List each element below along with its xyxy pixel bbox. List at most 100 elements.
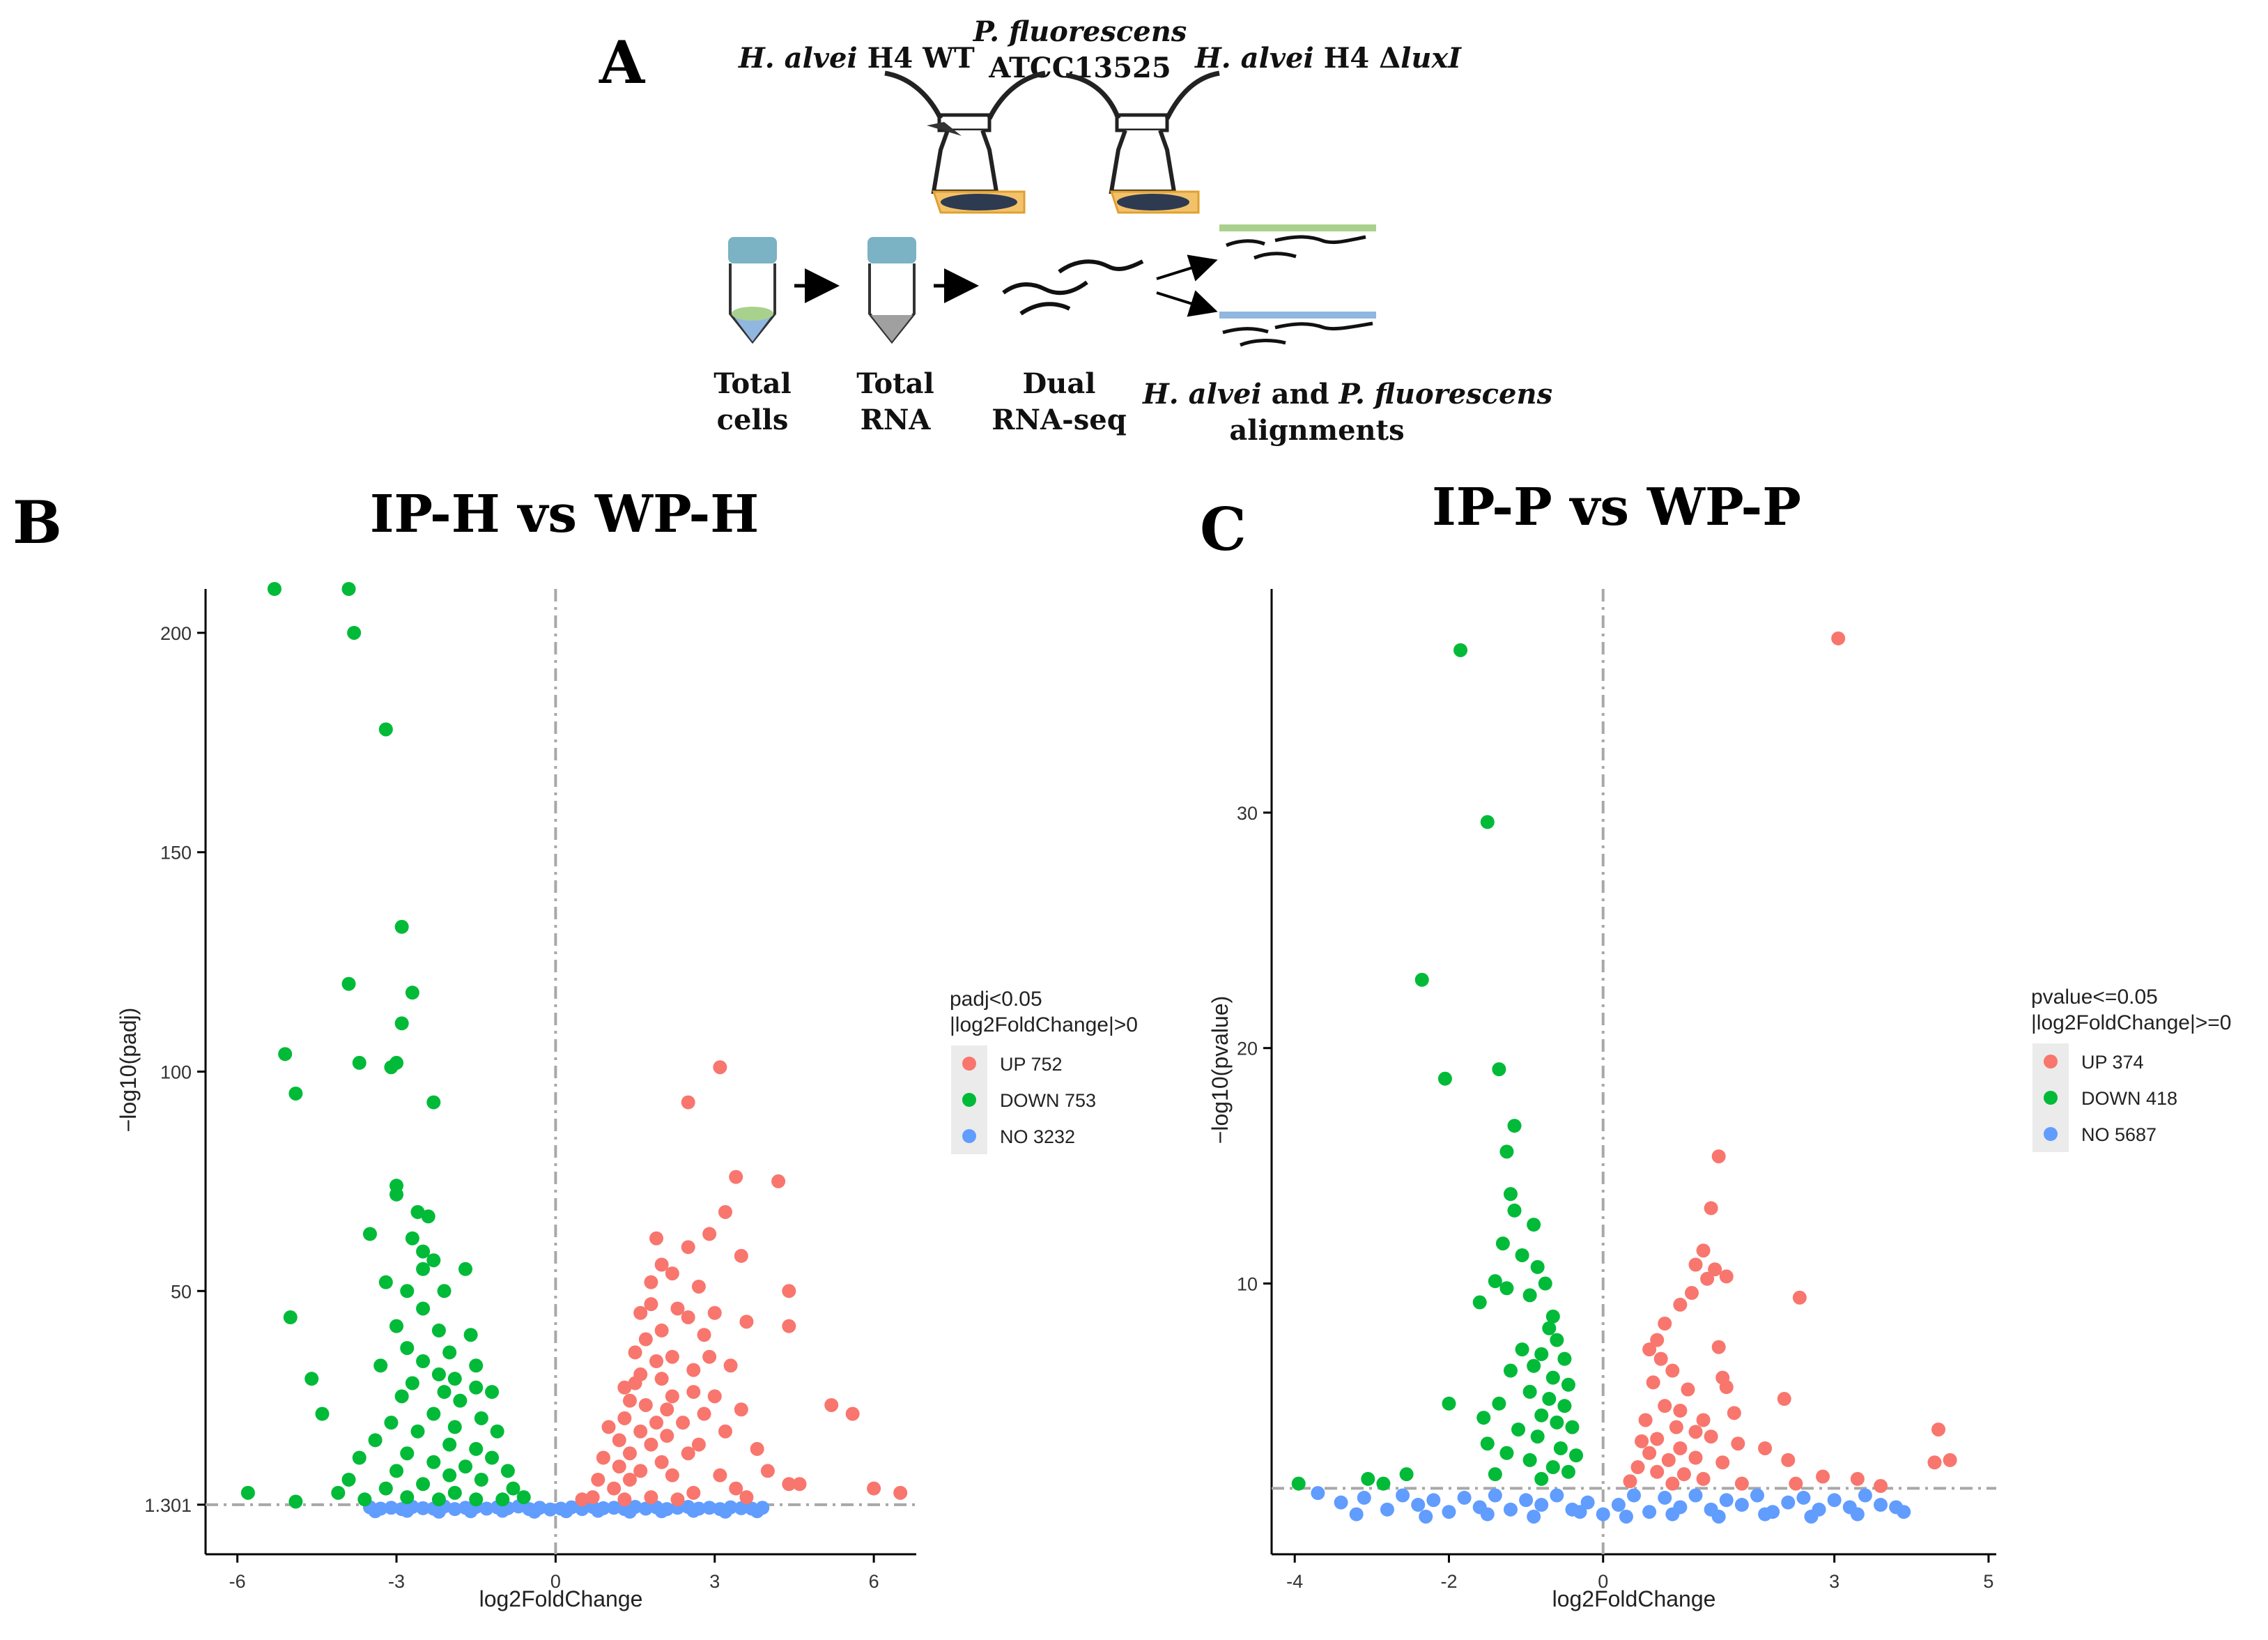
c-xtick-label: -4	[1286, 1571, 1303, 1592]
c-point-up	[1696, 1471, 1711, 1486]
b-point-up	[697, 1407, 711, 1421]
c-point-no	[1750, 1488, 1765, 1503]
b-point-up	[644, 1437, 658, 1452]
b-point-down	[416, 1354, 431, 1368]
c-point-down	[1488, 1467, 1502, 1482]
c-point-down	[1569, 1448, 1584, 1463]
b-point-up	[612, 1433, 626, 1448]
b-point-down	[400, 1490, 415, 1505]
b-point-down	[389, 1319, 404, 1333]
b-point-down	[278, 1047, 293, 1062]
c-point-down	[1530, 1430, 1545, 1444]
pfluorescens-aligned-reads	[1222, 321, 1373, 347]
legend-c: pvalue<=0.05 |log2FoldChange|>=0 UP 374 …	[2031, 986, 2231, 1152]
c-point-no	[1850, 1507, 1865, 1522]
c-point-no	[1457, 1490, 1472, 1505]
b-point-up	[792, 1477, 807, 1492]
b-point-down	[458, 1459, 472, 1474]
c-point-no	[1472, 1500, 1487, 1515]
c-point-no	[1550, 1488, 1564, 1503]
c-point-down	[1545, 1370, 1560, 1385]
b-point-no	[495, 1503, 510, 1518]
b-point-up	[676, 1416, 691, 1430]
c-point-no	[1874, 1498, 1888, 1512]
b-point-up	[718, 1424, 732, 1439]
b-point-down	[437, 1284, 452, 1298]
b-point-up	[760, 1464, 775, 1478]
b-point-no	[585, 1500, 600, 1515]
c-xtick-label: 3	[1829, 1571, 1839, 1592]
c-point-up	[1874, 1479, 1888, 1494]
b-xtick-label: -6	[229, 1571, 246, 1592]
c-point-up	[1792, 1290, 1807, 1305]
c-point-up	[1665, 1363, 1680, 1378]
c-xtick-label: 5	[1983, 1571, 1993, 1592]
b-point-up	[686, 1363, 701, 1377]
b-point-up	[660, 1402, 674, 1417]
b-point-up	[670, 1492, 685, 1507]
c-point-no	[1527, 1509, 1541, 1524]
b-point-down	[469, 1380, 484, 1395]
c-point-down	[1557, 1351, 1572, 1366]
b-point-up	[718, 1204, 732, 1219]
c-point-up	[1734, 1476, 1749, 1491]
b-point-up	[596, 1450, 610, 1465]
step-alignments-label: H. alvei and P. fluorescens alignments	[1143, 378, 1553, 447]
b-point-no	[384, 1501, 399, 1515]
workflow-schematic	[728, 70, 1376, 347]
b-point-down	[267, 582, 281, 596]
coculture-flask-wt	[884, 70, 1046, 214]
b-point-down	[474, 1472, 488, 1487]
c-ytick-label: 30	[1237, 803, 1258, 824]
b-point-no	[654, 1504, 669, 1519]
b-point-up	[617, 1492, 632, 1507]
b-point-up	[691, 1279, 706, 1294]
b-point-down	[394, 1016, 409, 1031]
b-point-no	[447, 1502, 462, 1517]
b-point-up	[739, 1315, 754, 1329]
c-point-no	[1311, 1486, 1325, 1501]
c-point-up	[1661, 1453, 1676, 1467]
b-point-up	[633, 1424, 648, 1439]
b-point-up	[686, 1485, 701, 1500]
b-point-up	[644, 1490, 658, 1505]
b-point-up	[734, 1402, 748, 1417]
c-point-down	[1495, 1236, 1510, 1251]
c-ytick-label: 10	[1237, 1274, 1258, 1295]
b-point-down	[389, 1187, 404, 1202]
b-point-down	[400, 1446, 415, 1461]
c-point-down	[1527, 1358, 1541, 1373]
c-point-up	[1715, 1370, 1730, 1385]
c-point-up	[1731, 1436, 1745, 1451]
legend-title-b-line1: padj<0.05	[950, 988, 1042, 1011]
b-point-up	[638, 1332, 653, 1347]
legend-down-label-c: DOWN 418	[2081, 1088, 2177, 1109]
c-point-down	[1561, 1377, 1575, 1392]
c-point-down	[1522, 1384, 1537, 1399]
c-point-up	[1658, 1399, 1672, 1413]
c-point-no	[1711, 1509, 1726, 1524]
b-point-no	[686, 1503, 701, 1518]
b-point-down	[437, 1385, 452, 1400]
c-point-down	[1476, 1411, 1491, 1425]
plot-area-c: -4 -2 0 3 5 10 20 30	[1237, 589, 1996, 1592]
c-point-up	[1708, 1262, 1722, 1277]
c-point-no	[1442, 1505, 1456, 1519]
b-point-down	[384, 1060, 399, 1075]
b-point-down	[331, 1485, 346, 1500]
b-point-up	[649, 1354, 664, 1368]
b-point-up	[628, 1376, 642, 1390]
b-point-up	[628, 1345, 642, 1360]
b-point-no	[426, 1501, 441, 1516]
y-axis-label-c: −log10(pvalue)	[1208, 996, 1233, 1144]
coculture-flask-luxi	[1065, 70, 1220, 214]
b-point-down	[288, 1086, 303, 1101]
b-ytick-label: 200	[160, 623, 192, 644]
c-point-up	[1669, 1420, 1683, 1434]
c-point-up	[1653, 1351, 1668, 1366]
c-point-up	[1711, 1340, 1726, 1354]
b-point-no	[745, 1501, 759, 1516]
b-point-up	[734, 1248, 748, 1263]
b-point-no	[596, 1501, 610, 1515]
b-point-down	[421, 1209, 435, 1224]
